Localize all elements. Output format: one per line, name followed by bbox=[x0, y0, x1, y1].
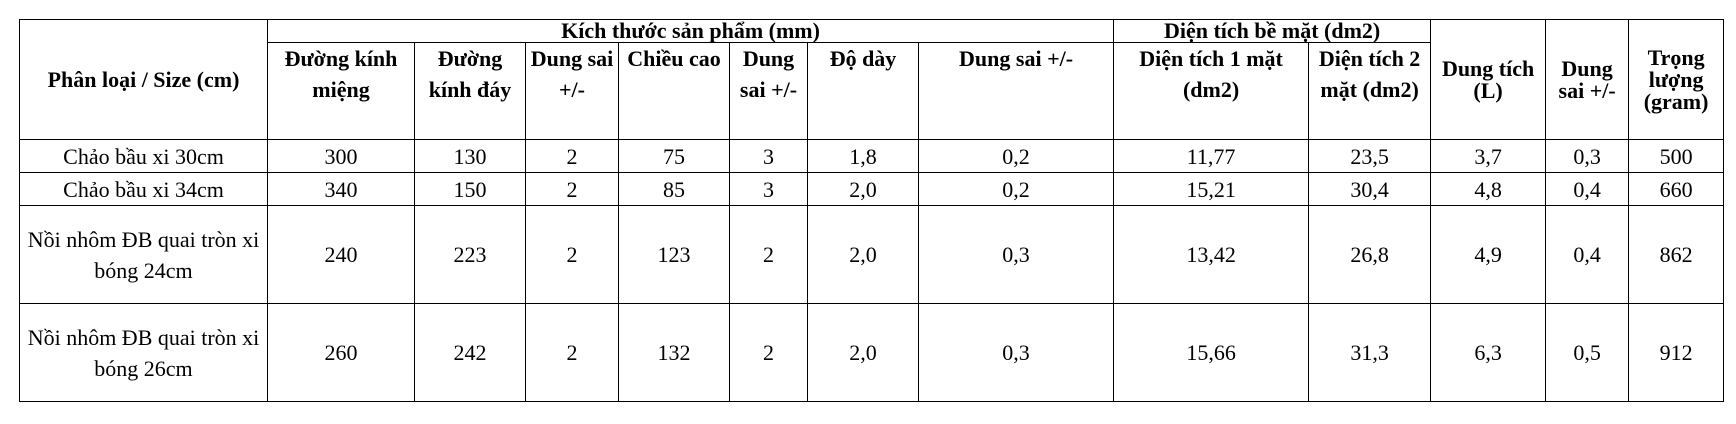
table-cell: 130 bbox=[414, 139, 526, 173]
table-cell: 223 bbox=[414, 205, 526, 304]
table-cell: 242 bbox=[414, 303, 526, 402]
table-cell: 13,42 bbox=[1113, 205, 1310, 304]
table-cell: 340 bbox=[267, 172, 415, 206]
table-header: Phân loại / Size (cm) Kích thước sản phẩ… bbox=[19, 19, 1725, 140]
table-cell: 500 bbox=[1628, 139, 1725, 173]
table-cell: 11,77 bbox=[1113, 139, 1310, 173]
table-row: Nồi nhôm ĐB quai tròn xi bóng 24cm 240 223… bbox=[19, 205, 1725, 304]
table-row: Chảo bầu xi 34cm 340 150 2 85 3 2,0 0,2 15,21 30,… bbox=[19, 172, 1725, 206]
table-cell: 15,21 bbox=[1113, 172, 1310, 206]
column-header: Diện tích 2 mặt (dm2) bbox=[1308, 42, 1432, 140]
table-cell: 0,4 bbox=[1545, 172, 1630, 206]
table-cell: 4,9 bbox=[1430, 205, 1547, 304]
table-cell: 300 bbox=[267, 139, 415, 173]
row-label: Chảo bầu xi 30cm bbox=[19, 139, 268, 173]
table-cell: 2 bbox=[729, 205, 808, 304]
table-cell: 0,2 bbox=[917, 139, 1115, 173]
table-cell: 2,0 bbox=[807, 205, 919, 304]
table-cell: 862 bbox=[1628, 205, 1725, 304]
column-header: Độ dày bbox=[807, 42, 919, 140]
table-cell: 240 bbox=[267, 205, 415, 304]
column-header: Đường kính miệng bbox=[267, 42, 415, 140]
spec-table: Phân loại / Size (cm) Kích thước sản phẩ… bbox=[19, 19, 1725, 402]
table-cell: 0,5 bbox=[1545, 303, 1630, 402]
table-cell: 2 bbox=[729, 303, 808, 402]
table-cell: 2 bbox=[525, 139, 619, 173]
table-cell: 6,3 bbox=[1430, 303, 1547, 402]
row-label: Nồi nhôm ĐB quai tròn xi bóng 24cm bbox=[19, 205, 268, 304]
row-label: Nồi nhôm ĐB quai tròn xi bóng 26cm bbox=[19, 303, 268, 402]
column-header: Dung sai +/- bbox=[917, 42, 1115, 140]
table-row: Nồi nhôm ĐB quai tròn xi bóng 26cm 260 242… bbox=[19, 303, 1725, 402]
table-cell: 4,8 bbox=[1430, 172, 1547, 206]
table-cell: 2 bbox=[525, 205, 619, 304]
table-cell: 2,0 bbox=[807, 303, 919, 402]
group-header: Diện tích bề mặt (dm2) bbox=[1113, 19, 1432, 43]
table-cell: 912 bbox=[1628, 303, 1725, 402]
header-row: Đường kính miệng Đường kính đáy Dung sai +… bbox=[20, 42, 1724, 140]
table-cell: 30,4 bbox=[1308, 172, 1432, 206]
table-cell: 15,66 bbox=[1113, 303, 1310, 402]
table-cell: 3 bbox=[729, 139, 808, 173]
column-header: Chiều cao bbox=[618, 42, 730, 140]
table-cell: 23,5 bbox=[1308, 139, 1432, 173]
row-label: Chảo bầu xi 34cm bbox=[19, 172, 268, 206]
header-cell: Trọng lượng (gram) bbox=[1628, 19, 1725, 140]
table-cell: 0,3 bbox=[1545, 139, 1630, 173]
table-cell: 660 bbox=[1628, 172, 1725, 206]
column-header: Đường kính đáy bbox=[414, 42, 526, 140]
column-header: Dung sai +/- bbox=[525, 42, 619, 140]
table-cell: 0,3 bbox=[917, 303, 1115, 402]
table-body: Chảo bầu xi 30cm 300 130 2 75 3 1,8 0,2 11,77 23,… bbox=[19, 139, 1725, 402]
table-cell: 150 bbox=[414, 172, 526, 206]
table-cell: 0,3 bbox=[917, 205, 1115, 304]
header-cell: Dung sai +/- bbox=[1545, 19, 1630, 140]
table-cell: 31,3 bbox=[1308, 303, 1432, 402]
header-cell: Dung tích (L) bbox=[1430, 19, 1547, 140]
table-cell: 0,2 bbox=[917, 172, 1115, 206]
table-cell: 2 bbox=[525, 303, 619, 402]
table-cell: 26,8 bbox=[1308, 205, 1432, 304]
table-cell: 123 bbox=[618, 205, 730, 304]
table-cell: 75 bbox=[618, 139, 730, 173]
table-cell: 3 bbox=[729, 172, 808, 206]
header-row: Phân loại / Size (cm) Kích thước sản phẩ… bbox=[19, 19, 1725, 140]
column-header: Dung sai +/- bbox=[729, 42, 808, 140]
column-header: Diện tích 1 mặt (dm2) bbox=[1113, 42, 1310, 140]
table-cell: 132 bbox=[618, 303, 730, 402]
table-cell: 2 bbox=[525, 172, 619, 206]
table-cell: 0,4 bbox=[1545, 205, 1630, 304]
header-cell: Phân loại / Size (cm) bbox=[19, 19, 268, 140]
table-cell: 85 bbox=[618, 172, 730, 206]
table-row: Chảo bầu xi 30cm 300 130 2 75 3 1,8 0,2 11,77 23,… bbox=[19, 139, 1725, 173]
table-cell: 3,7 bbox=[1430, 139, 1547, 173]
table-cell: 1,8 bbox=[807, 139, 919, 173]
group-header: Kích thước sản phẩm (mm) bbox=[266, 19, 1115, 43]
table-cell: 260 bbox=[267, 303, 415, 402]
table-cell: 2,0 bbox=[807, 172, 919, 206]
